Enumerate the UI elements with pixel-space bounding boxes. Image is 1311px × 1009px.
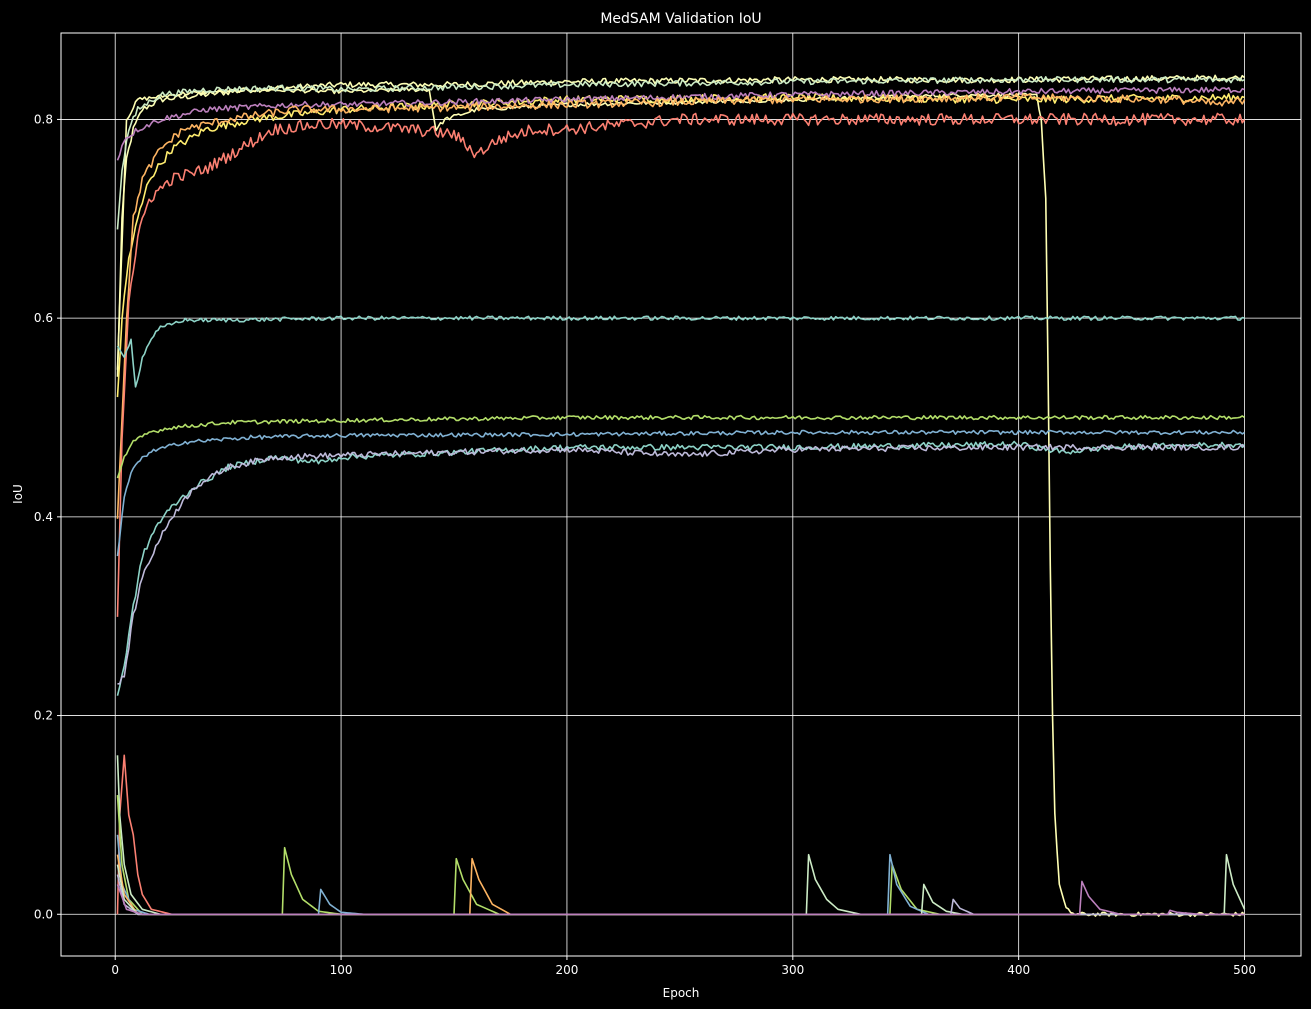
- y-tick-label: 0.0: [34, 907, 53, 921]
- x-tick-label: 100: [330, 963, 353, 977]
- x-tick-label: 200: [555, 963, 578, 977]
- y-tick-label: 0.4: [34, 510, 53, 524]
- series-line-1: [116, 74, 1246, 377]
- x-tick-label: 0: [111, 963, 119, 977]
- x-axis-label: Epoch: [663, 986, 700, 1000]
- series-line-8: [116, 315, 1245, 388]
- y-tick-label: 0.6: [34, 311, 53, 325]
- series-line-7: [116, 112, 1246, 617]
- series-line-20: [116, 880, 1245, 916]
- series-line-2: [116, 87, 1246, 918]
- y-tick-label: 0.8: [34, 112, 53, 126]
- series-lines: [116, 74, 1246, 918]
- series-line-11: [116, 440, 1246, 696]
- y-axis-ticks: 0.0 0.2 0.4 0.6 0.8: [34, 112, 61, 921]
- x-tick-label: 400: [1007, 963, 1030, 977]
- series-line-6: [116, 92, 1246, 519]
- x-axis-ticks: 0 100 200 300 400 500: [111, 956, 1256, 977]
- x-tick-label: 300: [781, 963, 804, 977]
- chart-title: MedSAM Validation IoU: [600, 11, 761, 27]
- series-line-10: [116, 429, 1245, 557]
- x-tick-label: 500: [1233, 963, 1256, 977]
- plot-frame: [60, 32, 1302, 957]
- series-line-12: [117, 443, 1246, 685]
- series-line-4: [116, 75, 1245, 230]
- y-tick-label: 0.2: [34, 709, 53, 723]
- series-line-5: [116, 86, 1245, 161]
- series-line-9: [116, 414, 1245, 479]
- y-axis-label: IoU: [11, 484, 25, 504]
